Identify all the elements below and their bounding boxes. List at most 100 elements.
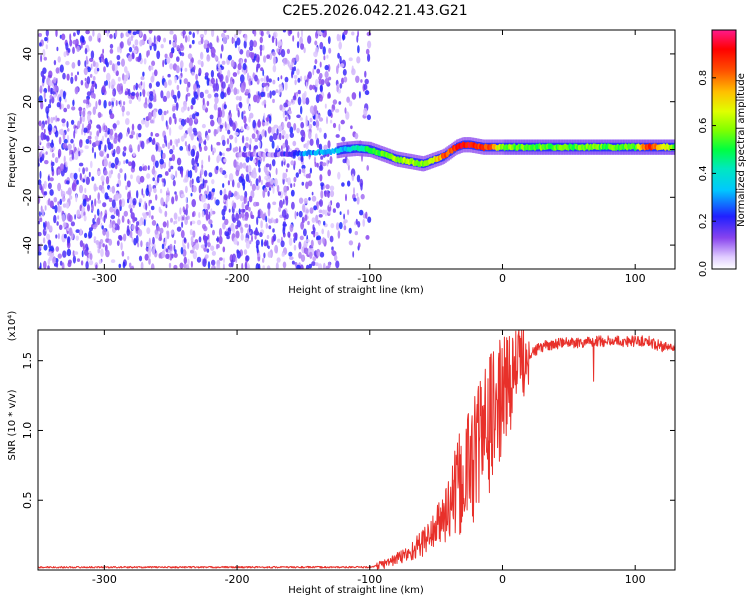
noise-cell <box>213 128 217 137</box>
noise-cell <box>151 220 157 226</box>
noise-cell <box>74 251 79 255</box>
noise-cell <box>206 134 210 141</box>
noise-cell <box>57 233 61 240</box>
noise-cell <box>153 35 156 44</box>
figure-title: C2E5.2026.042.21.43.G21 <box>282 3 467 19</box>
noise-cell <box>109 43 114 49</box>
noise-cell <box>101 225 104 230</box>
noise-cell <box>285 168 288 173</box>
noise-cell <box>294 210 297 220</box>
snr-y-multiplier: (x10⁴) <box>7 311 18 342</box>
noise-cell <box>238 176 244 183</box>
noise-cell <box>49 98 52 105</box>
noise-cell <box>143 213 147 219</box>
noise-cell <box>206 185 209 194</box>
noise-cell <box>304 214 308 222</box>
noise-cell <box>307 180 313 187</box>
noise-cell <box>290 183 293 189</box>
noise-cell <box>164 53 168 59</box>
noise-cell <box>126 180 131 188</box>
noise-cell <box>152 89 156 97</box>
noise-cell <box>161 243 165 250</box>
noise-cell <box>196 176 201 184</box>
noise-cell <box>60 188 63 197</box>
noise-cell <box>259 210 264 219</box>
noise-cell <box>206 100 210 107</box>
noise-cell <box>194 165 198 174</box>
noise-cell <box>269 163 272 171</box>
noise-cell <box>50 142 55 148</box>
noise-cell <box>275 218 279 224</box>
noise-cell <box>97 199 102 204</box>
noise-cell <box>56 205 62 213</box>
noise-cell <box>224 174 228 179</box>
noise-cell <box>253 30 257 37</box>
noise-cell <box>95 240 100 245</box>
noise-cell <box>275 262 279 269</box>
noise-cell <box>187 81 191 88</box>
noise-cell <box>242 208 246 213</box>
noise-cell <box>299 235 304 241</box>
noise-cell <box>180 42 183 49</box>
noise-cell <box>190 249 194 254</box>
noise-cell <box>105 195 110 200</box>
noise-cell <box>100 248 104 257</box>
noise-cell <box>76 30 80 36</box>
noise-cell <box>217 116 222 125</box>
noise-cell <box>44 37 48 42</box>
noise-cell <box>276 184 280 193</box>
noise-cell <box>268 187 272 191</box>
noise-cell <box>56 221 59 226</box>
noise-cell <box>109 34 113 39</box>
noise-cell <box>327 191 330 198</box>
noise-cell <box>327 109 332 117</box>
noise-cell <box>94 151 96 159</box>
noise-cell <box>117 76 121 82</box>
noise-cell <box>66 248 72 257</box>
noise-cell <box>146 50 149 58</box>
noise-cell <box>255 129 259 135</box>
noise-cell <box>175 102 179 111</box>
noise-cell <box>188 143 191 152</box>
noise-cell <box>275 89 279 94</box>
snr-background <box>38 330 675 570</box>
noise-cell <box>303 246 308 255</box>
noise-cell <box>254 145 259 150</box>
noise-cell <box>204 75 209 80</box>
colorbar-label: Normalized spectral amplitude <box>736 73 747 227</box>
noise-cell <box>57 182 62 192</box>
noise-cell <box>244 33 248 42</box>
noise-cell <box>72 255 76 264</box>
noise-cell <box>298 210 303 218</box>
noise-cell <box>299 36 303 45</box>
noise-cell <box>76 45 80 53</box>
noise-cell <box>92 76 96 81</box>
noise-cell <box>113 224 116 229</box>
noise-cell <box>335 260 340 269</box>
noise-cell <box>297 31 300 39</box>
noise-cell <box>217 72 221 79</box>
noise-cell <box>326 54 329 59</box>
noise-cell <box>353 197 357 202</box>
noise-cell <box>91 176 95 182</box>
noise-cell <box>137 56 141 63</box>
noise-cell <box>208 172 213 178</box>
noise-cell <box>356 56 361 64</box>
noise-cell <box>231 213 235 222</box>
noise-cell <box>293 232 298 238</box>
noise-cell <box>261 239 264 247</box>
noise-cell <box>173 212 178 220</box>
noise-cell <box>41 209 45 217</box>
noise-cell <box>71 62 76 69</box>
noise-cell <box>107 130 110 135</box>
noise-cell <box>132 215 136 223</box>
noise-cell <box>256 133 260 139</box>
noise-cell <box>183 78 188 85</box>
noise-cell <box>249 144 252 151</box>
noise-cell <box>343 219 348 224</box>
noise-cell <box>257 159 261 168</box>
noise-cell <box>359 209 364 216</box>
noise-cell <box>51 152 55 158</box>
noise-cell <box>190 260 193 268</box>
